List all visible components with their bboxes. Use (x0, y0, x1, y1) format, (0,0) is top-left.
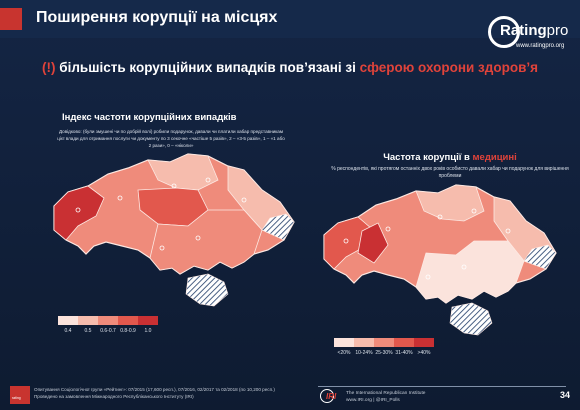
legend-swatch-4 (138, 316, 158, 325)
legend-label-3: 0.8-0.9 (120, 328, 136, 334)
right-chart-title: Частота корупції в медицині (383, 152, 517, 163)
region-south (149, 209, 263, 275)
legend-swatch-2 (98, 316, 118, 325)
header-accent (0, 8, 22, 30)
iri-logo: IRI (320, 389, 340, 403)
legend-label-2: 0.6-0.7 (100, 328, 116, 334)
legend-swatch-0 (334, 338, 354, 347)
right-choropleth-map (323, 184, 557, 336)
legend-label-2: 25-30% (375, 350, 393, 356)
ratingpro-logo: Ratingpro www.ratingpro.org (488, 16, 578, 56)
region-donbas-hatched (523, 244, 557, 270)
region-west (53, 185, 105, 241)
region-donbas-hatched (261, 213, 295, 241)
region-north (147, 153, 219, 191)
region-south (415, 240, 525, 304)
legend-label-0: <20% (337, 350, 351, 356)
footer-source: Опитування Соціологічної групи «Рейтинг»… (34, 387, 275, 399)
logo-brand: Ratingpro (500, 22, 569, 39)
legend-swatch-1 (78, 316, 98, 325)
legend-label-1: 0.5 (84, 328, 92, 334)
left-legend: 0.4 0.5 0.6-0.7 0.8-0.9 1.0 (58, 316, 158, 334)
region-north (415, 184, 485, 222)
headline: (!) більшість корупційних випадків пов’я… (41, 60, 539, 75)
left-choropleth-map (53, 153, 295, 307)
legend-label-4: 1.0 (144, 328, 152, 334)
right-legend: <20% 10-24% 25-30% 31-40% >40% (334, 338, 434, 356)
legend-swatch-3 (118, 316, 138, 325)
logo-ring-icon (488, 16, 520, 48)
legend-swatch-0 (58, 316, 78, 325)
iri-seal-icon (320, 389, 334, 403)
footer-divider (318, 386, 566, 387)
legend-label-3: 31-40% (395, 350, 413, 356)
logo-url: www.ratingpro.org (516, 43, 565, 49)
header-bar: Поширення корупції на місцях (0, 0, 580, 38)
legend-swatch-3 (394, 338, 414, 347)
crimea-hatched (185, 273, 229, 307)
right-chart-subtitle: % респондентів, які протягом останніх дв… (331, 166, 569, 179)
legend-label-1: 10-24% (355, 350, 373, 356)
legend-label-4: >40% (417, 350, 431, 356)
legend-swatch-2 (374, 338, 394, 347)
left-chart-description: Довідково: (були змушені чи по добрій во… (57, 129, 285, 148)
page-title: Поширення корупції на місцях (36, 9, 278, 26)
left-chart-title: Індекс частоти корупційних випадків (62, 112, 237, 123)
iri-caption: The International Republican Institute w… (346, 391, 426, 403)
rating-logo: rating (10, 386, 30, 404)
legend-swatch-1 (354, 338, 374, 347)
page-number: 34 (560, 390, 571, 400)
legend-label-0: 0.4 (64, 328, 72, 334)
region-central (357, 222, 389, 264)
crimea-hatched (449, 302, 493, 336)
legend-swatch-4 (414, 338, 434, 347)
